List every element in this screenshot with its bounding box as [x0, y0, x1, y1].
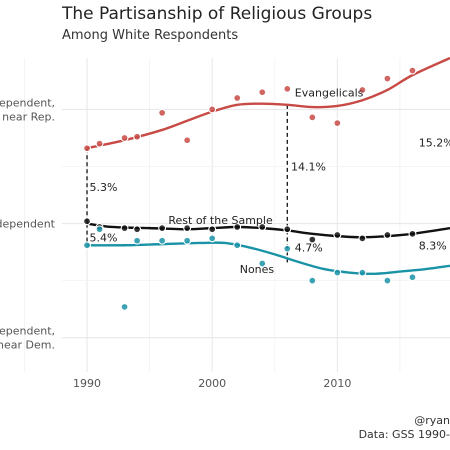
- data-point: [233, 223, 242, 231]
- data-point: [133, 225, 142, 234]
- y-tick-label: Independent,: [0, 325, 55, 338]
- y-tick-label: Independent: [0, 218, 56, 231]
- data-points: [83, 66, 417, 311]
- chart-subtitle: Among White Respondents: [62, 28, 239, 43]
- data-point: [308, 276, 317, 285]
- annotation-label: 15.2%: [419, 136, 450, 149]
- data-point: [95, 139, 104, 148]
- data-point: [283, 244, 292, 253]
- annotation-label: Nones: [240, 263, 275, 276]
- data-point: [358, 86, 367, 94]
- annotation-label: Rest of the Sample: [168, 214, 273, 227]
- annotation-label: 8.3%: [419, 239, 447, 252]
- data-point: [383, 74, 392, 83]
- data-point: [183, 224, 192, 233]
- y-axis-labels: Independent,near Rep.IndependentIndepend…: [0, 96, 56, 351]
- data-point: [408, 66, 417, 75]
- data-point: [83, 144, 91, 153]
- data-point: [233, 94, 242, 102]
- data-point: [183, 236, 192, 245]
- y-tick-label: Independent,: [0, 96, 55, 109]
- data-point: [158, 236, 167, 245]
- data-point: [258, 88, 267, 97]
- caption-handle: @ryan: [414, 414, 450, 427]
- data-point: [308, 113, 317, 122]
- annotation-label: 5.3%: [90, 181, 118, 194]
- data-point: [83, 241, 91, 250]
- data-point: [333, 231, 342, 239]
- data-point: [158, 224, 167, 233]
- data-point: [158, 108, 167, 117]
- trend-line: [87, 241, 450, 276]
- data-point: [408, 229, 417, 238]
- data-point: [408, 273, 417, 282]
- chart-title: The Partisanship of Religious Groups: [62, 4, 373, 24]
- annotation-label: 5.4%: [90, 231, 118, 244]
- data-point: [183, 136, 192, 145]
- data-point: [258, 223, 267, 231]
- caption-source: Data: GSS 1990-: [358, 428, 450, 441]
- data-point: [383, 231, 392, 239]
- y-tick-label: near Dem.: [0, 339, 55, 352]
- annotation-label: 14.1%: [291, 160, 326, 173]
- data-point: [120, 302, 129, 311]
- data-point: [208, 225, 217, 234]
- trend-lines: [86, 56, 450, 276]
- data-point: [120, 133, 129, 142]
- y-tick-label: near Rep.: [2, 110, 55, 123]
- trend-line: [86, 56, 450, 150]
- data-point: [258, 259, 267, 268]
- data-point: [308, 235, 317, 244]
- data-point: [208, 105, 217, 114]
- data-point: [208, 234, 217, 243]
- x-tick-label: 1990: [73, 377, 101, 390]
- data-point: [283, 225, 292, 234]
- data-point: [358, 234, 367, 243]
- data-point: [120, 224, 129, 233]
- data-point: [133, 132, 142, 141]
- annotation-label: 4.7%: [295, 242, 323, 255]
- data-point: [358, 268, 367, 277]
- data-point: [133, 236, 142, 245]
- data-point: [333, 268, 342, 277]
- data-point: [383, 276, 392, 285]
- annotations: Evangelicals Rest of the Sample Nones 5.3% 5…: [90, 86, 450, 276]
- data-point: [233, 241, 242, 250]
- data-point: [333, 119, 342, 128]
- x-tick-label: 2010: [323, 377, 351, 390]
- data-point: [83, 217, 91, 226]
- x-axis-labels: 1990 2000 2010: [73, 377, 351, 390]
- data-point: [283, 84, 292, 93]
- data-point: [95, 225, 104, 234]
- x-tick-label: 2000: [198, 377, 226, 390]
- annotation-label: Evangelicals: [295, 86, 364, 99]
